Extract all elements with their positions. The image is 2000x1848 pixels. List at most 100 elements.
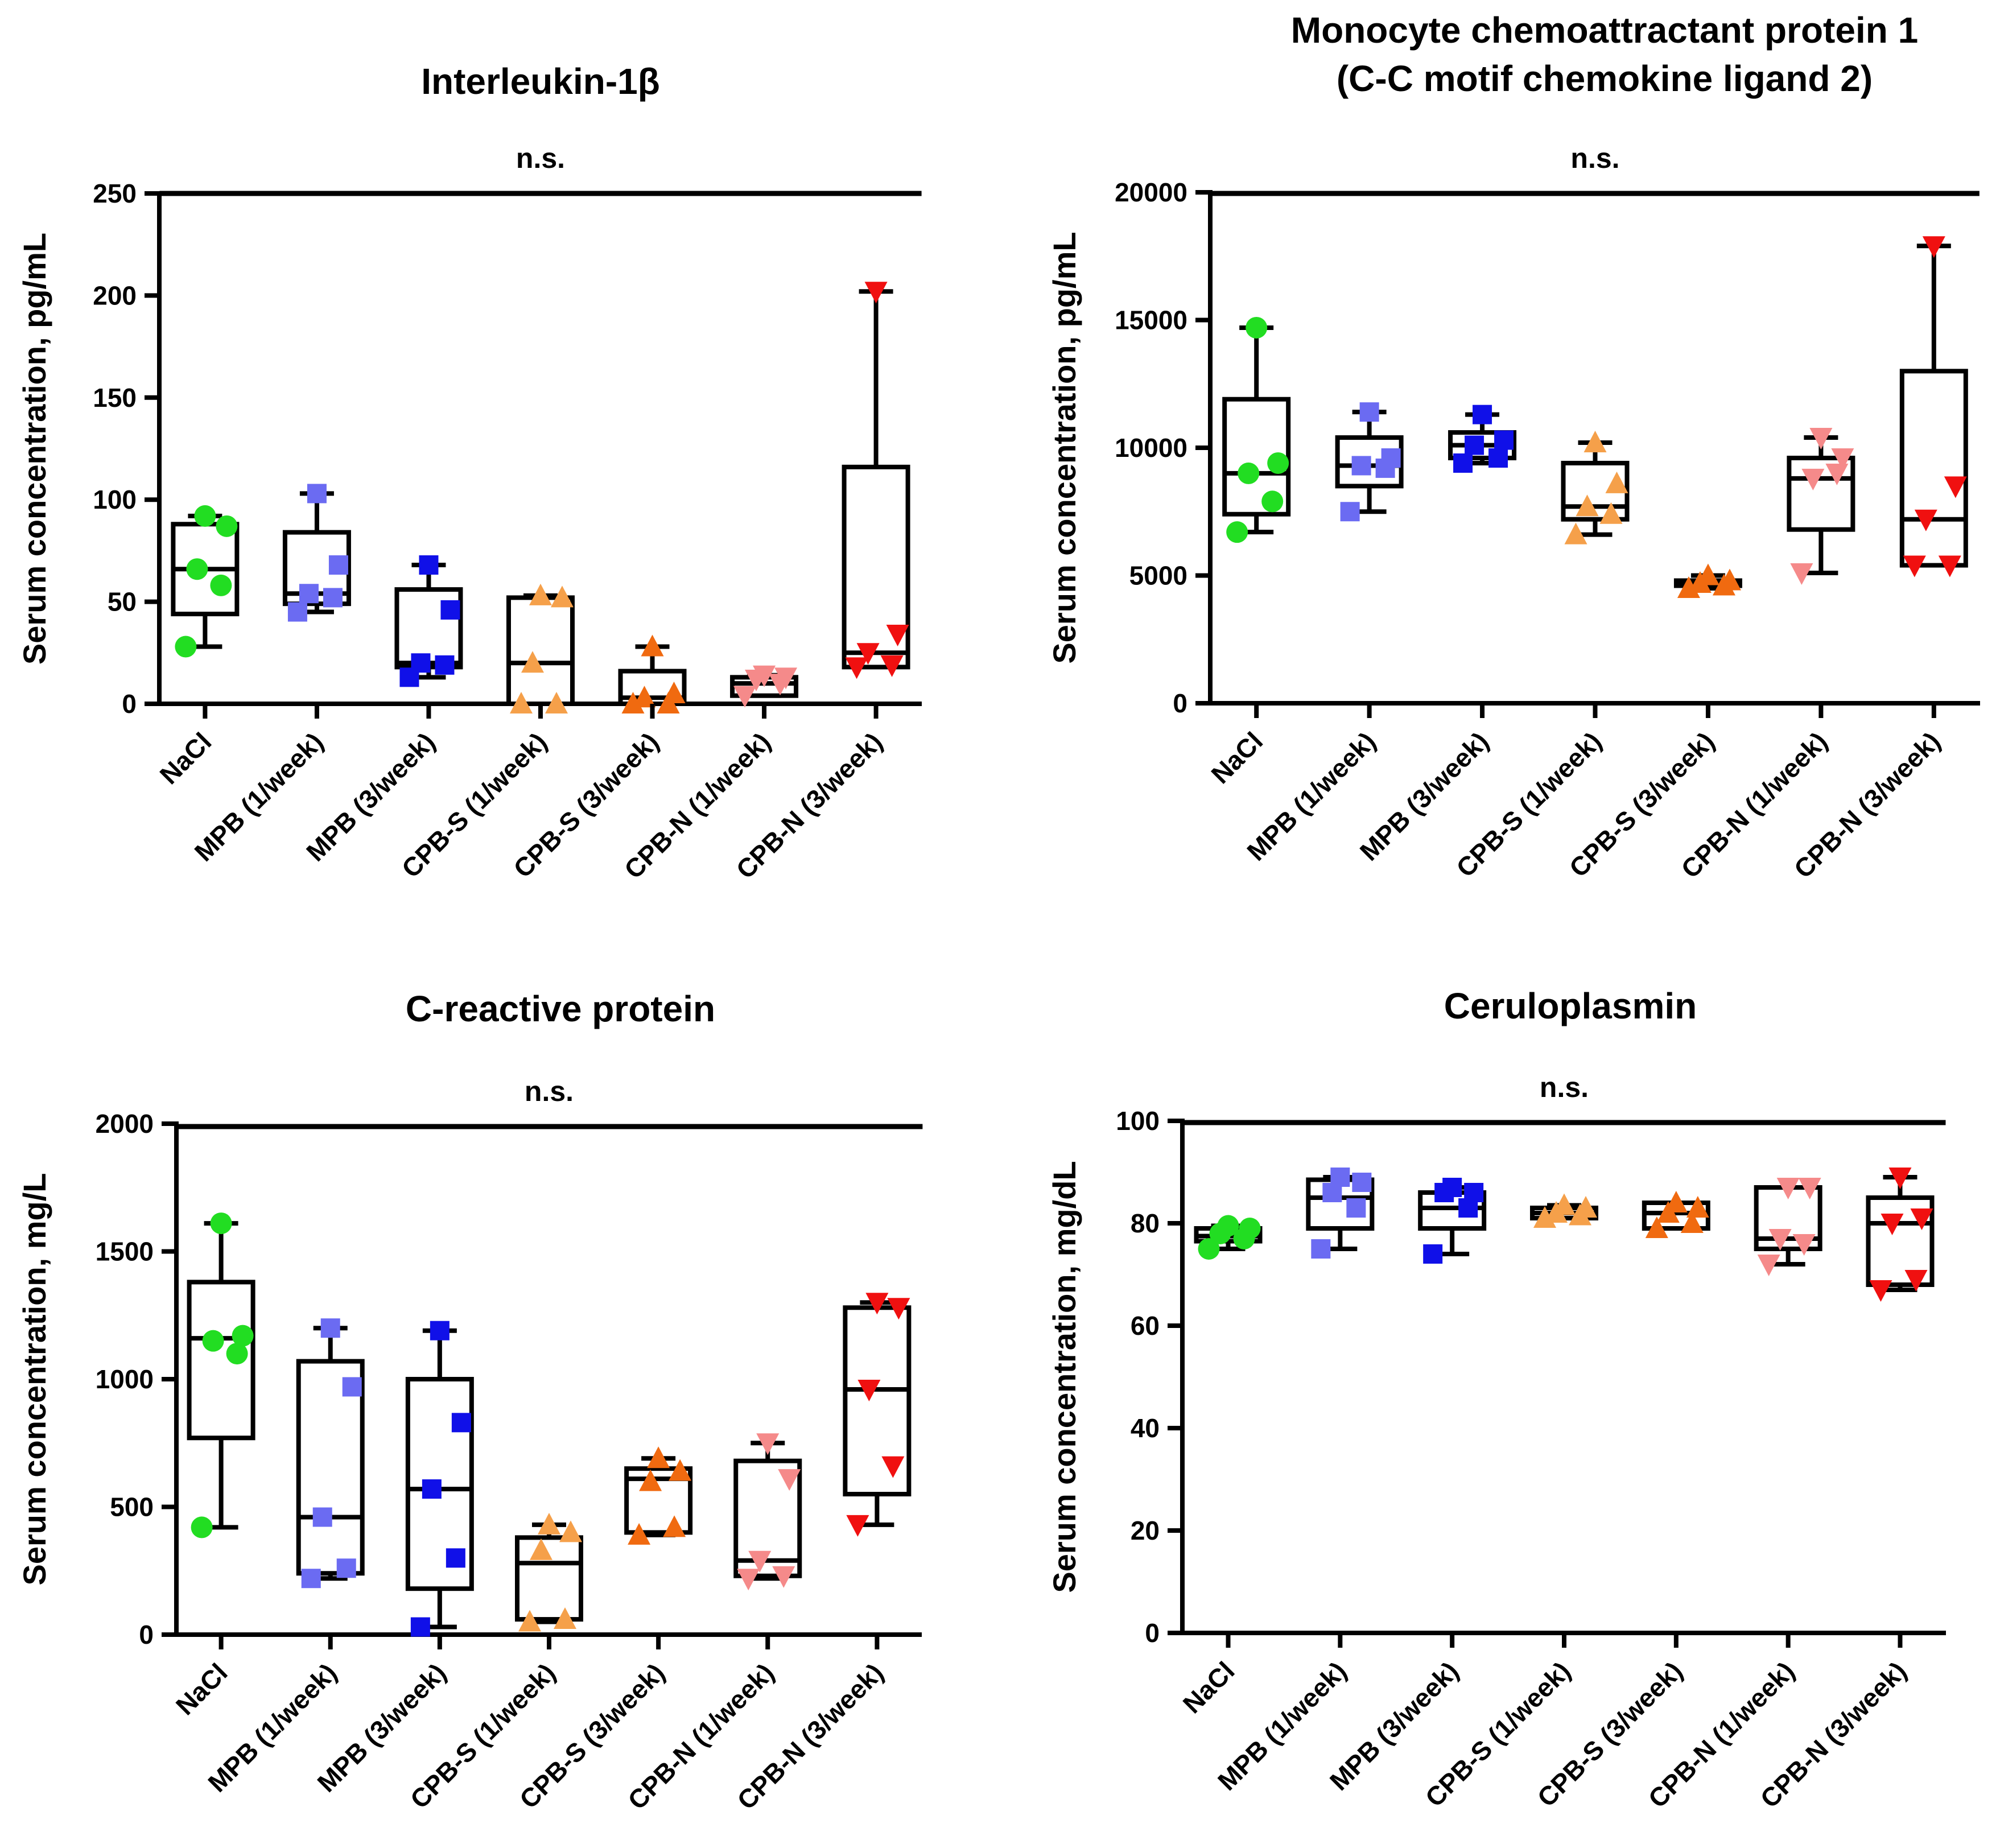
data-point [446,1548,465,1568]
y-tick-label: 0 [139,1620,154,1649]
data-point [554,1607,576,1630]
data-point [1605,471,1628,493]
data-point [1351,456,1371,476]
data-point [1664,1191,1688,1212]
data-point [641,634,664,657]
box-group [1673,563,1742,598]
data-point [1792,1234,1816,1256]
data-point [628,1523,651,1545]
y-tick-label: 20000 [1115,178,1187,207]
x-category-label: NaCl [154,727,217,790]
box-group [1222,316,1291,543]
y-tick-label: 10000 [1115,433,1187,463]
data-point [307,484,327,504]
data-point [1239,1218,1261,1239]
data-point [194,505,216,527]
data-point [510,692,533,713]
data-point [1330,1168,1350,1187]
data-point [518,1610,541,1632]
data-point [1888,1168,1912,1189]
box-group [733,1433,802,1591]
box-group [730,665,799,708]
significance-label: n.s. [1540,1071,1589,1103]
data-point [737,1569,760,1591]
data-point [864,282,888,304]
data-point [1768,1229,1792,1251]
data-point [1246,316,1268,339]
data-point [1696,563,1719,585]
box-group [187,1212,255,1538]
data-point [186,558,208,580]
data-point [669,1459,692,1481]
data-point [1910,1208,1933,1230]
data-point [1680,1211,1704,1233]
data-point [846,1515,869,1537]
data-point [1198,1238,1220,1260]
chart-title: Ceruloplasmin [1444,985,1697,1026]
data-point [1311,1239,1331,1259]
y-axis-label: Serum concentration, mg/L [17,1173,52,1586]
data-point [1686,1196,1709,1218]
data-point [1564,522,1587,544]
chart-panel-2: Monocyte chemoattractant protein 1 (C-C m… [1046,10,1980,884]
box-group [515,1512,583,1632]
data-point [1790,563,1813,585]
x-category-label: NaCl [170,1657,233,1721]
data-point [1217,1215,1239,1237]
data-point [551,585,574,608]
data-point [1801,468,1825,490]
box-iqr [506,595,575,706]
box-group [394,555,463,687]
data-point [559,1520,582,1542]
data-point [191,1516,213,1538]
data-point [639,1469,662,1491]
y-tick-label: 40 [1131,1413,1160,1443]
data-point [647,1446,670,1468]
data-point [1340,502,1360,522]
significance-label: n.s. [1570,142,1619,174]
data-point [633,686,656,708]
data-point [1903,555,1926,578]
data-point [1583,431,1607,453]
data-point [299,584,319,604]
box-group [1448,405,1517,473]
data-point [530,1538,552,1560]
box-group [1418,1178,1487,1264]
data-point [845,657,868,679]
data-point [1831,448,1854,470]
data-point [210,574,232,596]
y-tick-label: 100 [1116,1106,1160,1136]
box-group [1335,402,1404,522]
box-iqr [296,1359,365,1576]
y-tick-label: 50 [108,587,137,617]
data-point [435,655,455,675]
y-tick-label: 80 [1131,1208,1160,1238]
y-tick-label: 5000 [1129,561,1187,591]
data-point [336,1558,356,1578]
y-tick-label: 15000 [1115,306,1187,335]
y-tick-label: 200 [93,280,137,310]
data-point [1473,405,1492,424]
data-point [529,583,552,605]
data-point [287,602,307,622]
data-point [320,1318,340,1338]
y-tick-label: 1000 [96,1364,154,1394]
data-point [1442,1178,1462,1197]
data-point [410,1617,430,1637]
box-group [506,583,575,713]
data-point [1352,1173,1372,1192]
box-iqr [1899,369,1968,568]
data-point [521,651,544,673]
data-point [440,600,460,620]
box-group [296,1318,365,1589]
data-point [880,655,904,677]
y-tick-label: 20 [1131,1516,1160,1545]
data-point [538,1512,560,1534]
box-group [1530,1193,1598,1228]
data-point [748,1550,772,1573]
y-axis-label: Serum concentration, pg/mL [17,233,52,665]
y-tick-label: 0 [122,689,137,719]
data-point [621,692,645,713]
y-tick-label: 100 [93,485,137,514]
y-tick-label: 0 [1145,1618,1160,1648]
